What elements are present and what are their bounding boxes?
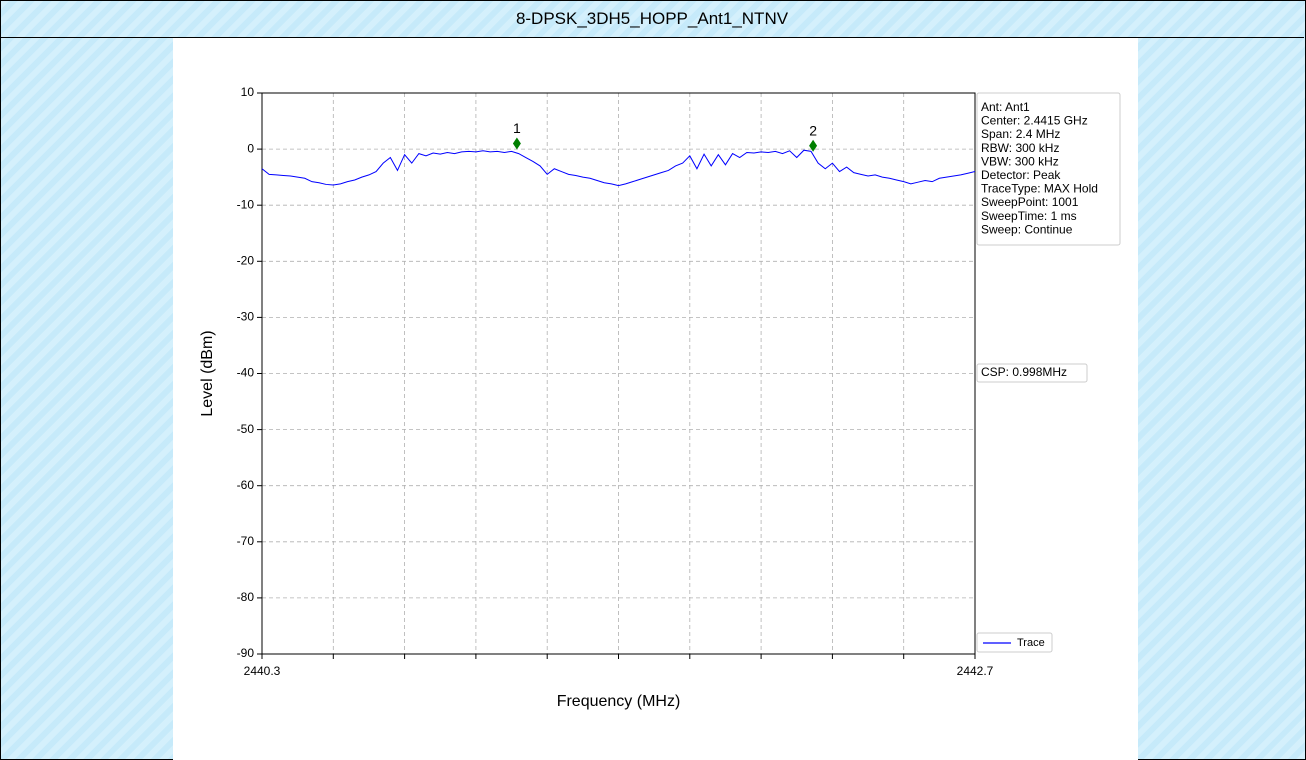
y-tick-label: -20 — [237, 253, 255, 267]
y-tick-label: -70 — [237, 534, 255, 548]
info-line: Center: 2.4415 GHz — [981, 114, 1088, 128]
y-tick-label: -60 — [237, 478, 255, 492]
annotation: CSP: 0.998MHz — [981, 365, 1067, 379]
info-box — [976, 92, 1121, 246]
y-tick-label: 10 — [241, 85, 255, 99]
info-line: Sweep: Continue — [981, 222, 1073, 236]
legend-box — [976, 632, 1053, 653]
info-line: TraceType: MAX Hold — [981, 182, 1098, 196]
marker-label: 1 — [513, 120, 521, 136]
info-line: RBW: 300 kHz — [981, 141, 1059, 155]
info-line: Span: 2.4 MHz — [981, 127, 1060, 141]
annotation-box — [976, 363, 1088, 383]
plot-frame — [261, 92, 976, 655]
marker-label: 2 — [809, 122, 817, 138]
y-tick-label: 0 — [247, 141, 254, 155]
y-tick-label: -30 — [237, 310, 255, 324]
y-tick-label: -90 — [237, 646, 255, 660]
peak-marker — [809, 139, 818, 152]
info-line: Detector: Peak — [981, 168, 1061, 182]
legend-label: Trace — [1017, 637, 1045, 649]
y-axis-label: Level (dBm) — [199, 330, 216, 416]
trace-line — [261, 149, 976, 187]
info-line: Ant: Ant1 — [981, 100, 1030, 114]
x-tick-label: 2442.7 — [957, 664, 994, 678]
info-line: VBW: 300 kHz — [981, 154, 1059, 168]
x-axis-label: Frequency (MHz) — [557, 693, 681, 710]
y-tick-label: -80 — [237, 590, 255, 604]
y-tick-label: -50 — [237, 422, 255, 436]
page-title: 8-DPSK_3DH5_HOPP_Ant1_NTNV — [0, 0, 1304, 38]
info-line: SweepPoint: 1001 — [981, 195, 1079, 209]
info-line: SweepTime: 1 ms — [981, 209, 1077, 223]
x-tick-label: 2440.3 — [244, 664, 281, 678]
y-tick-label: -40 — [237, 366, 255, 380]
peak-marker — [512, 137, 521, 150]
y-tick-label: -10 — [237, 197, 255, 211]
